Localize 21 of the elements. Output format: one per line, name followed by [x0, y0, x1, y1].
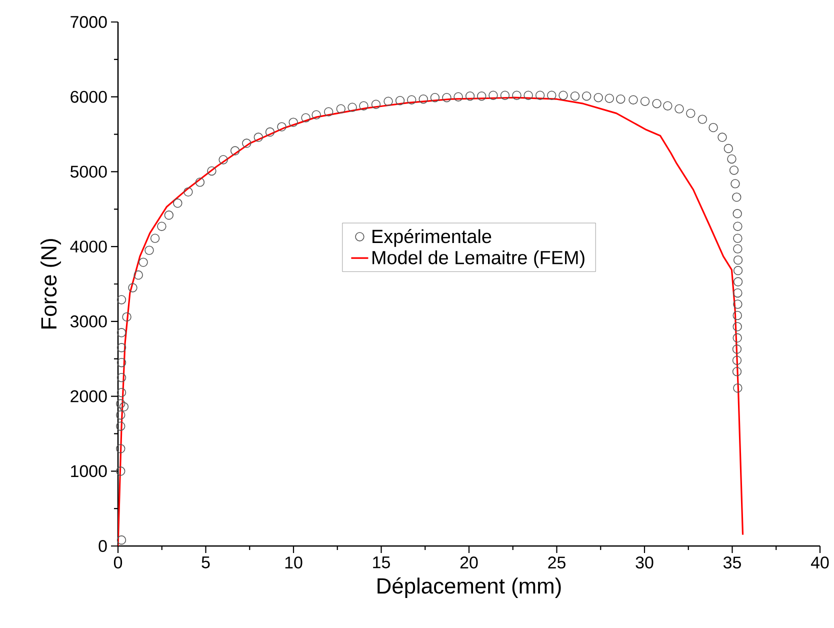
y-tick-label: 1000 — [71, 465, 107, 478]
legend-label: Expérimentale — [372, 229, 492, 247]
legend-label: Model de Lemaitre (FEM) — [372, 250, 584, 268]
x-tick-label: 10 — [285, 556, 302, 569]
x-tick-label: 20 — [460, 556, 478, 569]
y-tick-label: 3000 — [70, 315, 107, 328]
x-tick-label: 35 — [723, 556, 741, 569]
y-tick-label: 7000 — [70, 16, 107, 28]
x-tick-label: 15 — [373, 556, 390, 568]
x-tick-label: 5 — [202, 556, 210, 568]
x-tick-label: 40 — [810, 556, 829, 569]
y-tick-label: 0 — [98, 540, 107, 552]
x-tick-label: 30 — [636, 556, 654, 569]
y-tick-label: 2000 — [70, 390, 107, 402]
x-tick-label: 0 — [114, 556, 122, 569]
y-axis-title: Force (N) — [40, 239, 61, 328]
x-axis-title: Déplacement (mm) — [378, 577, 561, 598]
x-tick-label: 25 — [548, 556, 566, 569]
y-tick-label: 6000 — [70, 90, 107, 103]
y-tick-label: 5000 — [70, 166, 107, 178]
y-tick-label: 4000 — [70, 240, 107, 253]
